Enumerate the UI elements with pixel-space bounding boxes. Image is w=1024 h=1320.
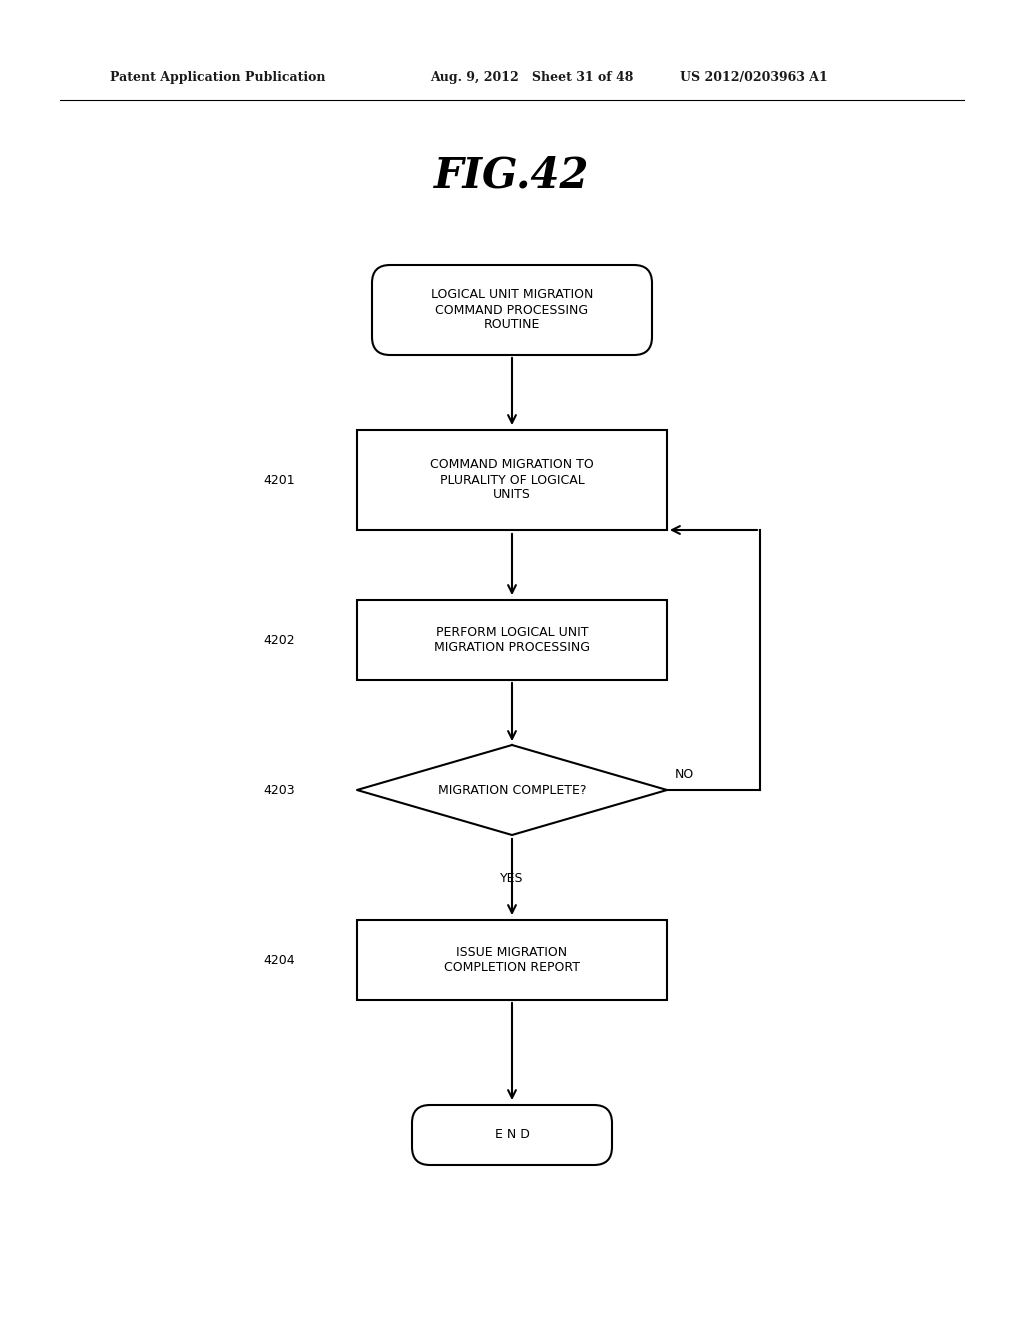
Text: ISSUE MIGRATION
COMPLETION REPORT: ISSUE MIGRATION COMPLETION REPORT bbox=[444, 946, 580, 974]
Text: NO: NO bbox=[675, 768, 694, 781]
Text: US 2012/0203963 A1: US 2012/0203963 A1 bbox=[680, 71, 827, 84]
Text: 4204: 4204 bbox=[263, 953, 295, 966]
Text: 4202: 4202 bbox=[263, 634, 295, 647]
Text: PERFORM LOGICAL UNIT
MIGRATION PROCESSING: PERFORM LOGICAL UNIT MIGRATION PROCESSIN… bbox=[434, 626, 590, 653]
Text: YES: YES bbox=[501, 871, 523, 884]
FancyBboxPatch shape bbox=[412, 1105, 612, 1166]
Text: Aug. 9, 2012   Sheet 31 of 48: Aug. 9, 2012 Sheet 31 of 48 bbox=[430, 71, 634, 84]
Text: Patent Application Publication: Patent Application Publication bbox=[110, 71, 326, 84]
Text: COMMAND MIGRATION TO
PLURALITY OF LOGICAL
UNITS: COMMAND MIGRATION TO PLURALITY OF LOGICA… bbox=[430, 458, 594, 502]
Text: FIG.42: FIG.42 bbox=[434, 154, 590, 195]
FancyBboxPatch shape bbox=[372, 265, 652, 355]
Text: E N D: E N D bbox=[495, 1129, 529, 1142]
Bar bbox=[357, 601, 667, 680]
Text: 4203: 4203 bbox=[263, 784, 295, 796]
Text: 4201: 4201 bbox=[263, 474, 295, 487]
Polygon shape bbox=[357, 744, 667, 836]
Text: LOGICAL UNIT MIGRATION
COMMAND PROCESSING
ROUTINE: LOGICAL UNIT MIGRATION COMMAND PROCESSIN… bbox=[431, 289, 593, 331]
Bar bbox=[357, 920, 667, 1001]
Bar bbox=[357, 430, 667, 531]
Text: MIGRATION COMPLETE?: MIGRATION COMPLETE? bbox=[437, 784, 587, 796]
